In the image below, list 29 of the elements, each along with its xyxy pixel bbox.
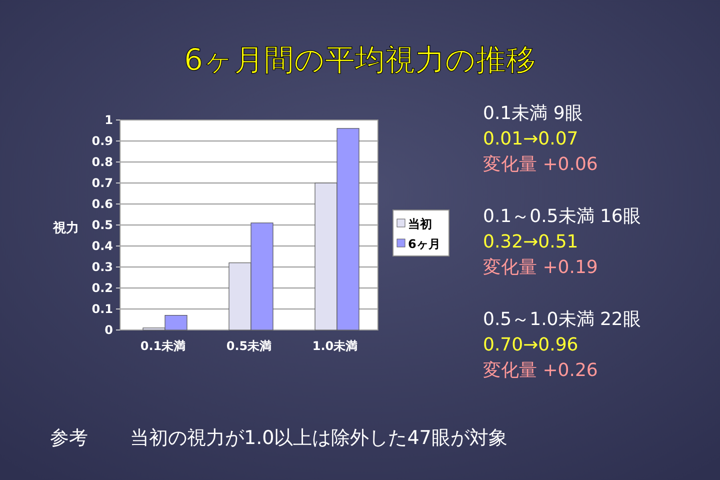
y-tick-label: 0.3 [92,260,113,274]
y-tick-label: 0 [104,323,113,337]
x-tick-label: 0.1未満 [140,339,186,353]
text: 0.70→0.96 [483,334,578,356]
x-tick-label: 0.5未満 [226,339,272,353]
text: 0.1未満 9眼 [483,103,583,124]
x-tick-label: 1.0未満 [312,339,358,353]
y-tick-label: 0.7 [92,176,113,190]
y-tick-label: 0.1 [92,302,113,316]
text: 変化量 +0.19 [483,257,598,278]
text: 0.1～0.5未満 16眼 [483,206,641,227]
text: 0.32→0.51 [483,232,578,252]
y-tick-label: 1 [104,113,113,127]
text: 当初の視力が1.0以上は除外した47眼が対象 [130,427,508,449]
legend-label: 6ヶ月 [408,237,440,251]
text: 0.5～1.0未満 22眼 [483,309,641,330]
y-tick-label: 0.4 [92,239,113,253]
y-tick-label: 0.5 [92,218,113,232]
text: 参考 [50,427,88,449]
y-tick-label: 0.2 [92,281,113,295]
legend-label: 当初 [408,217,432,231]
text: 変化量 +0.06 [483,154,598,175]
y-tick-label: 0.8 [92,155,113,169]
y-axis-title: 視力 [52,220,79,236]
text: 0.01→0.07 [483,128,578,150]
y-tick-label: 0.6 [92,197,113,211]
chart-title: 6ヶ月間の平均視力の推移 [184,43,536,78]
y-tick-label: 0.9 [92,134,113,148]
text: 変化量 +0.26 [483,360,598,381]
